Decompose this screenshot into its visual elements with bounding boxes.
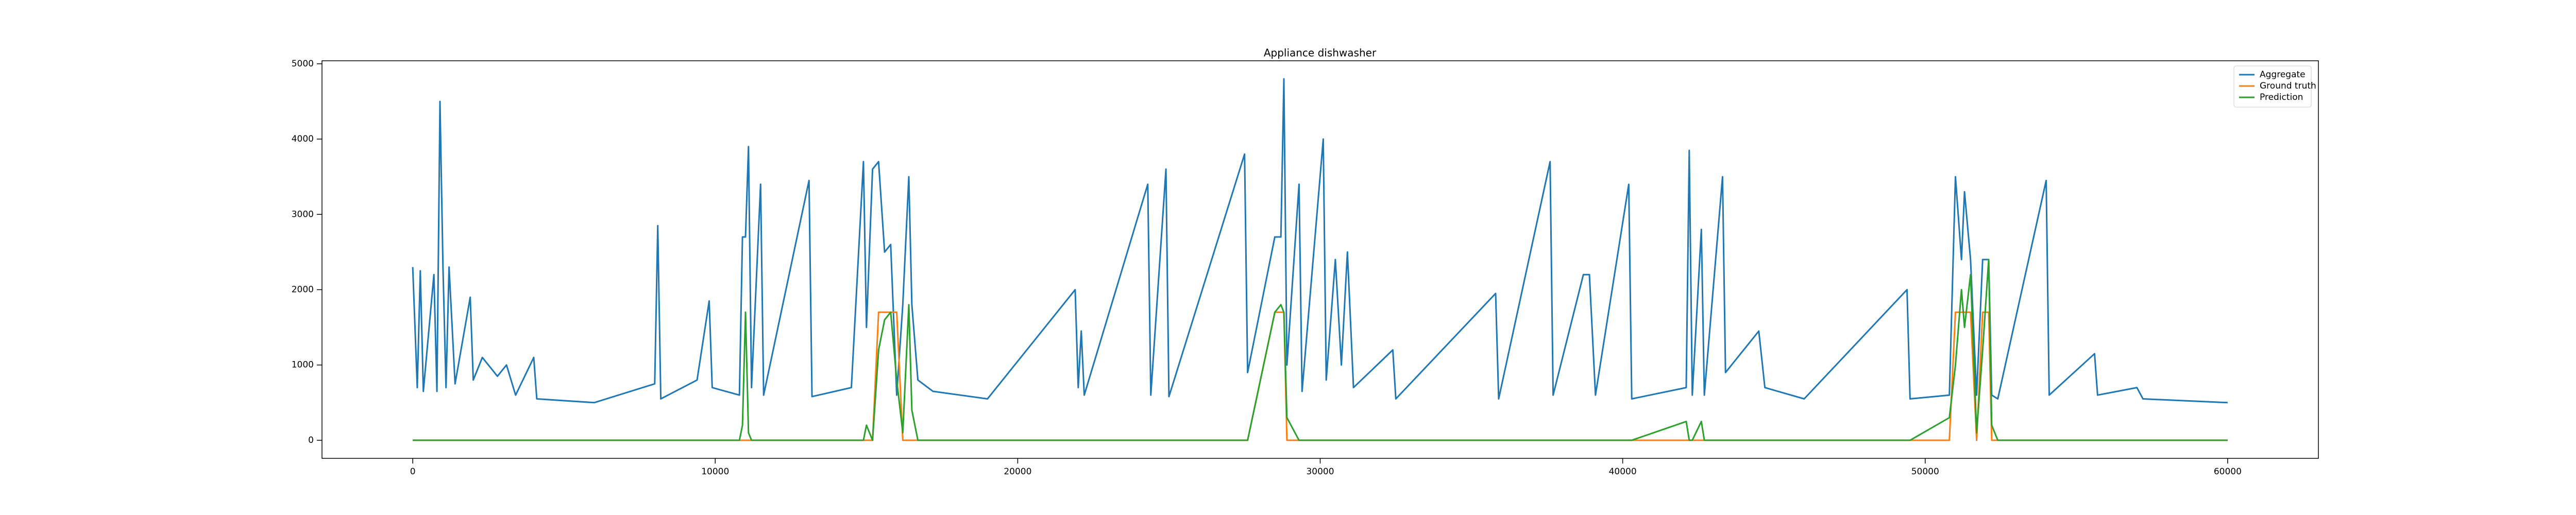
plot-frame: [321, 60, 2319, 459]
chart-title: Appliance dishwasher: [1264, 47, 1377, 59]
x-tick-label: 60000: [2214, 467, 2242, 477]
legend-label: Prediction: [2260, 92, 2303, 102]
y-tick-label: 0: [308, 435, 314, 445]
series-line: [413, 311, 2228, 441]
x-tick-label: 20000: [1004, 467, 1031, 477]
x-tick-label: 0: [410, 467, 416, 477]
y-tick-label: 3000: [292, 209, 314, 219]
series-line: [413, 259, 2228, 441]
x-tick-label: 50000: [1911, 467, 1939, 477]
x-tick-label: 40000: [1609, 467, 1637, 477]
series-line: [412, 78, 2228, 404]
y-tick-label: 1000: [292, 360, 314, 370]
x-tick-label: 30000: [1306, 467, 1334, 477]
y-tick-label: 4000: [292, 134, 314, 144]
legend-label: Ground truth: [2260, 81, 2316, 91]
legend-label: Aggregate: [2260, 70, 2306, 80]
y-tick-label: 5000: [292, 59, 314, 69]
y-tick-label: 2000: [292, 284, 314, 295]
x-tick-label: 10000: [701, 467, 729, 477]
